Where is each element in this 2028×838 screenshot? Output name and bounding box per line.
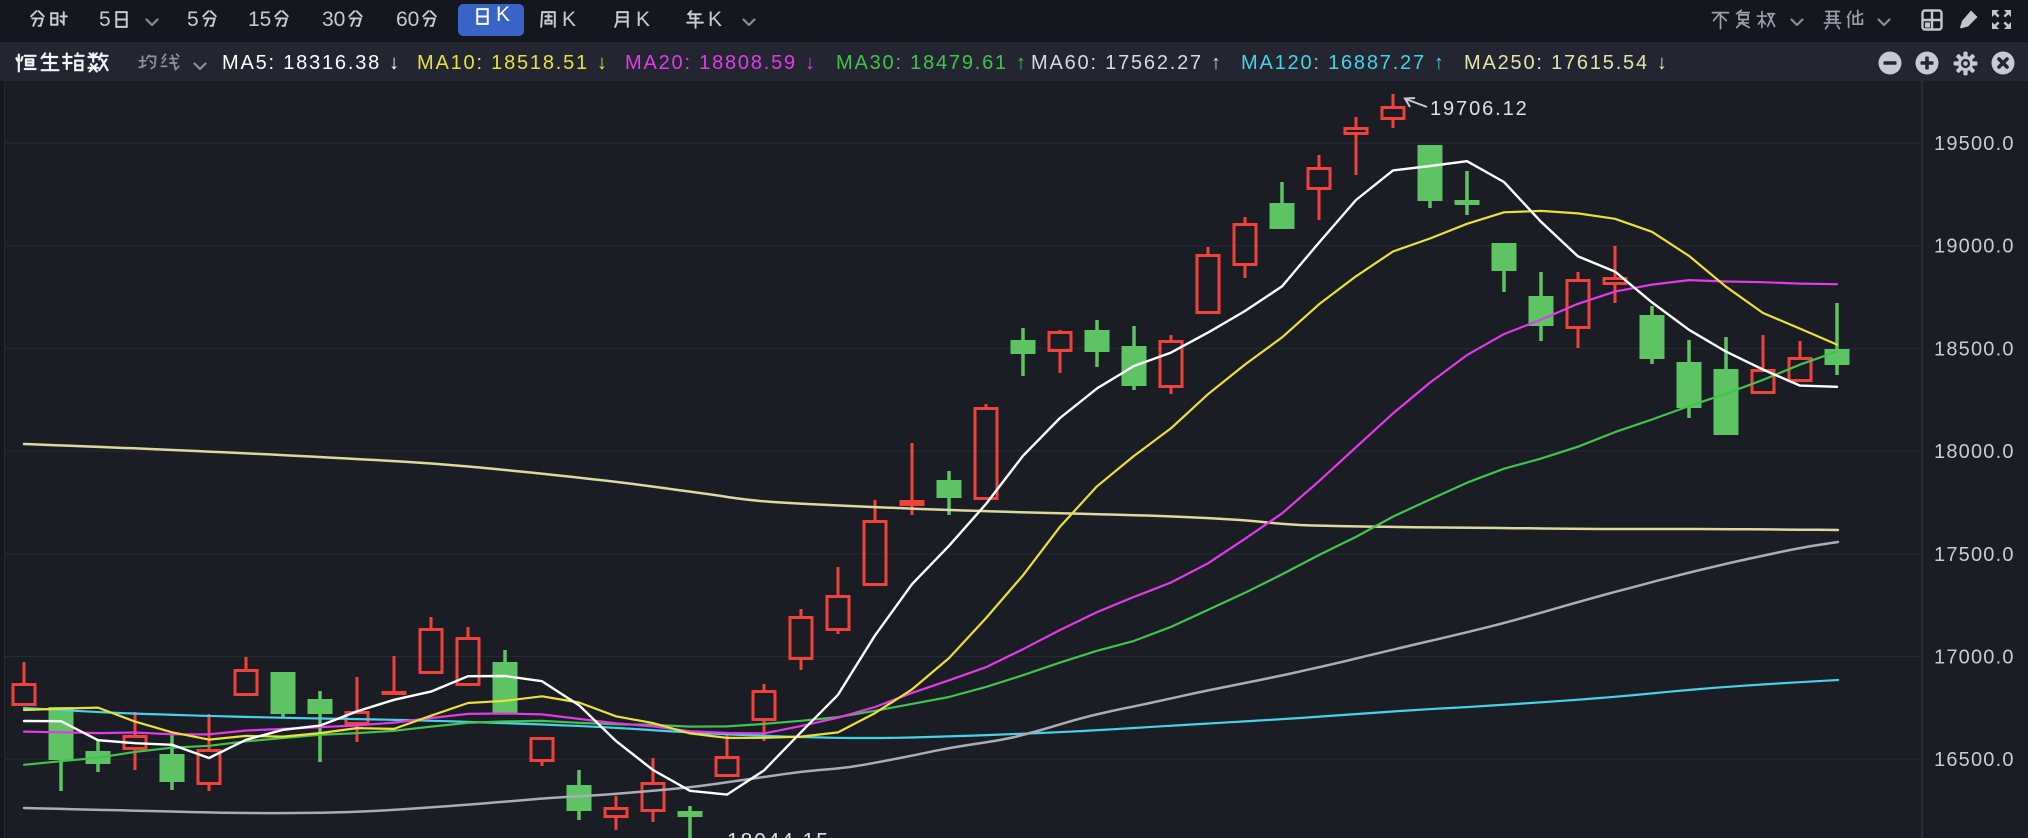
svg-text:17500.0: 17500.0 [1934, 544, 2015, 566]
svg-text:19706.12: 19706.12 [1430, 98, 1529, 120]
svg-text:18500.0: 18500.0 [1934, 338, 2015, 360]
svg-text:18000.0: 18000.0 [1934, 441, 2015, 463]
svg-text:16500.0: 16500.0 [1934, 749, 2015, 771]
svg-text:19000.0: 19000.0 [1934, 236, 2015, 258]
svg-text:17000.0: 17000.0 [1934, 647, 2015, 669]
svg-text:19500.0: 19500.0 [1934, 133, 2015, 155]
svg-text:18044.15: 18044.15 [727, 830, 830, 838]
